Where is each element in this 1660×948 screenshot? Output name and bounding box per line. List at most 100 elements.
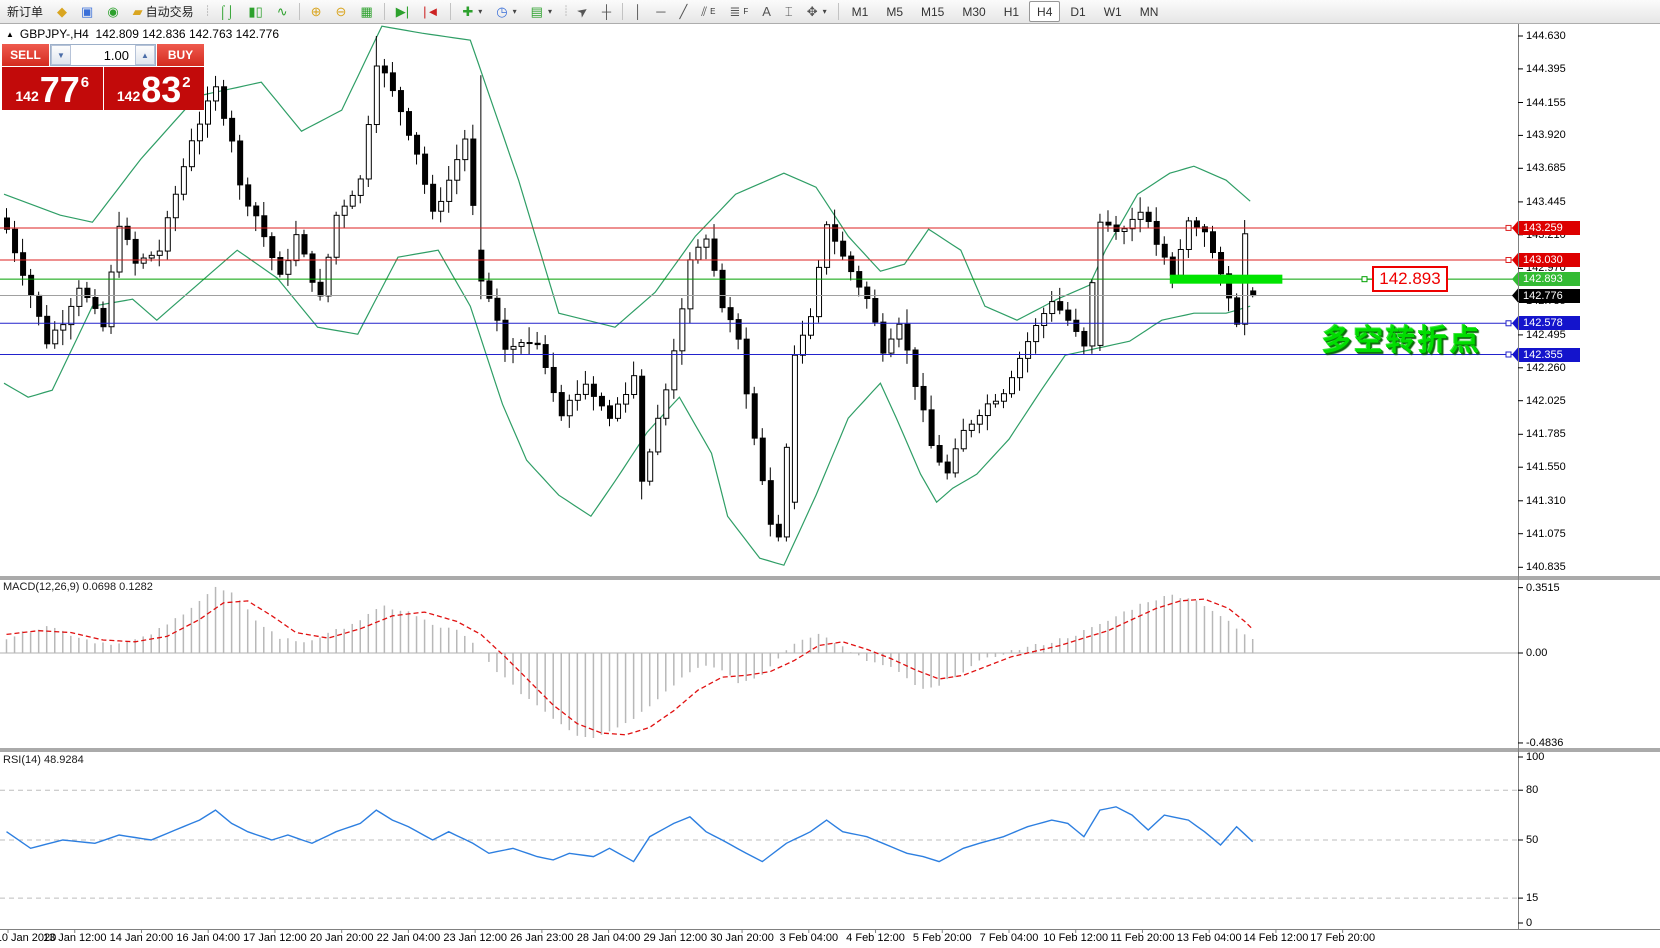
timeframe-button-m30[interactable]: M30 bbox=[962, 4, 986, 19]
bar-chart-button[interactable]: ⌠⌡ bbox=[213, 1, 241, 22]
rsi-line bbox=[6, 806, 1254, 863]
price-tick: 144.395 bbox=[1526, 62, 1566, 75]
timeframe-button-d1[interactable]: D1 bbox=[1070, 4, 1086, 19]
timeframe-button-h1[interactable]: H1 bbox=[1003, 4, 1020, 19]
time-tick: 17 Jan 12:00 bbox=[243, 932, 307, 944]
candle bbox=[751, 393, 758, 439]
volume-value[interactable]: 1.00 bbox=[103, 47, 129, 63]
sell-button[interactable]: SELL bbox=[2, 44, 49, 66]
candle bbox=[639, 375, 646, 482]
trendline-button[interactable]: ╱ bbox=[673, 1, 693, 22]
market-watch-icon[interactable]: ▣ bbox=[75, 1, 99, 22]
candle bbox=[896, 323, 903, 340]
cursor-icon: ➤ bbox=[573, 2, 592, 21]
candle bbox=[148, 254, 155, 259]
time-tick: 30 Jan 20:00 bbox=[710, 932, 774, 944]
price-axis[interactable]: 144.630 144.395 144.155 143.920 143.685 143.4… bbox=[1518, 23, 1660, 948]
candle bbox=[494, 297, 501, 321]
periods-button[interactable]: ◷ ▾ bbox=[490, 1, 522, 22]
macd-tick: 0.3515 bbox=[1526, 581, 1560, 594]
auto-trading-button[interactable]: ▰ 自动交易 bbox=[132, 4, 194, 19]
candle bbox=[301, 234, 308, 255]
chart-plot-area[interactable] bbox=[0, 23, 1518, 929]
price-tick: 142.260 bbox=[1526, 361, 1566, 374]
line-chart-button[interactable]: ∿ bbox=[271, 1, 294, 22]
toolbar-separator bbox=[837, 3, 839, 20]
line-handle bbox=[1505, 351, 1512, 358]
candlestick-button[interactable]: ▮▯ bbox=[242, 1, 268, 22]
price-callout-label[interactable]: 142.893 bbox=[1372, 266, 1448, 293]
horizontal-line-button[interactable]: ─ bbox=[650, 1, 671, 22]
arrows-button[interactable]: ✥ ▾ bbox=[801, 1, 833, 22]
timeframe-button-w1[interactable]: W1 bbox=[1103, 4, 1122, 19]
buy-button[interactable]: BUY bbox=[157, 44, 204, 66]
buy-price-display[interactable]: 142 83 2 bbox=[103, 67, 204, 110]
volume-increase-button[interactable]: ▲ bbox=[135, 45, 155, 65]
price-tick: 142.495 bbox=[1526, 328, 1566, 341]
candle bbox=[502, 319, 509, 350]
rsi-tick: 100 bbox=[1526, 751, 1545, 763]
time-tick: 5 Feb 20:00 bbox=[912, 932, 972, 944]
candle bbox=[1097, 221, 1104, 346]
zoom-in-button[interactable]: ⊕ bbox=[305, 1, 328, 22]
zoom-out-button[interactable]: ⊖ bbox=[330, 1, 353, 22]
timeframe-button-m15[interactable]: M15 bbox=[921, 4, 945, 19]
candle bbox=[422, 153, 429, 185]
main-toolbar: 新订单 ◆ ▣ ◉ ▰ 自动交易 ┊ ⌠⌡ ▮▯ ∿ ⊕ ⊖ ▦ ▶| |◄ ✚ ▾… bbox=[0, 0, 1660, 24]
window-icon: ▣ bbox=[81, 4, 94, 19]
candle bbox=[446, 179, 453, 202]
chart-shift-button[interactable]: |◄ bbox=[417, 1, 445, 22]
signal-icon: ◉ bbox=[107, 4, 119, 19]
candle bbox=[936, 445, 943, 463]
text-button[interactable]: A bbox=[756, 1, 777, 22]
channel-button[interactable]: ⫽ E bbox=[701, 4, 716, 19]
timeframe-button-mn[interactable]: MN bbox=[1139, 4, 1159, 19]
candle bbox=[462, 138, 469, 161]
ohlc-values: 142.809 142.836 142.763 142.776 bbox=[95, 27, 280, 41]
candle bbox=[590, 383, 597, 397]
candle bbox=[1000, 393, 1007, 402]
chart-window-icon[interactable]: ◆ bbox=[51, 1, 73, 22]
timeframe-button-m1[interactable]: M1 bbox=[851, 4, 869, 19]
templates-button[interactable]: ▤ ▾ bbox=[525, 1, 558, 22]
crosshair-button[interactable]: ┼ bbox=[596, 1, 617, 22]
candle bbox=[735, 319, 742, 340]
candle bbox=[767, 480, 774, 525]
vertical-line-button[interactable]: │ bbox=[628, 1, 648, 22]
time-axis[interactable]: 10 Jan 2020 13 Jan 12:00 14 Jan 20:00 16 Ja… bbox=[0, 931, 1660, 948]
line-chart-icon: ∿ bbox=[276, 4, 288, 19]
timeframe-button-h4[interactable]: H4 bbox=[1029, 1, 1061, 22]
tile-windows-button[interactable]: ▦ bbox=[354, 1, 378, 22]
sell-price-display[interactable]: 142 77 6 bbox=[2, 67, 103, 110]
candle bbox=[229, 117, 236, 142]
rsi-tick: 50 bbox=[1526, 834, 1539, 846]
fibonacci-button[interactable]: ≣ F bbox=[729, 4, 749, 19]
text-label-button[interactable]: ⌶ bbox=[779, 1, 799, 22]
auto-scroll-button[interactable]: ▶| bbox=[390, 1, 415, 22]
candle bbox=[872, 298, 879, 323]
template-chart-icon: ▤ bbox=[530, 4, 543, 19]
signals-icon[interactable]: ◉ bbox=[101, 1, 124, 22]
candle bbox=[180, 166, 187, 195]
timeframe-button-m5[interactable]: M5 bbox=[886, 4, 903, 19]
bollinger-lower-band bbox=[3, 249, 1251, 566]
candle bbox=[550, 366, 557, 394]
volume-decrease-button[interactable]: ▼ bbox=[51, 45, 71, 65]
indicators-button[interactable]: ✚ ▾ bbox=[456, 1, 488, 22]
fibonacci-icon: ≣ bbox=[729, 4, 741, 19]
new-order-button[interactable]: 新订单 bbox=[7, 5, 44, 19]
turning-point-annotation[interactable]: 多空转折点 bbox=[1322, 325, 1483, 358]
candle bbox=[156, 250, 163, 256]
price-badge: 143.259 bbox=[1519, 220, 1580, 235]
cursor-button[interactable]: ➤ bbox=[571, 1, 594, 22]
candle bbox=[1145, 211, 1152, 222]
candle bbox=[582, 383, 589, 395]
candle bbox=[84, 287, 91, 299]
one-click-toggle-icon[interactable]: ▲ bbox=[6, 29, 14, 39]
candle bbox=[759, 437, 766, 482]
candle bbox=[245, 184, 252, 207]
dropdown-arrow-icon: ▾ bbox=[822, 7, 827, 16]
candle bbox=[952, 448, 959, 474]
candle bbox=[623, 394, 630, 405]
candle bbox=[333, 214, 340, 258]
